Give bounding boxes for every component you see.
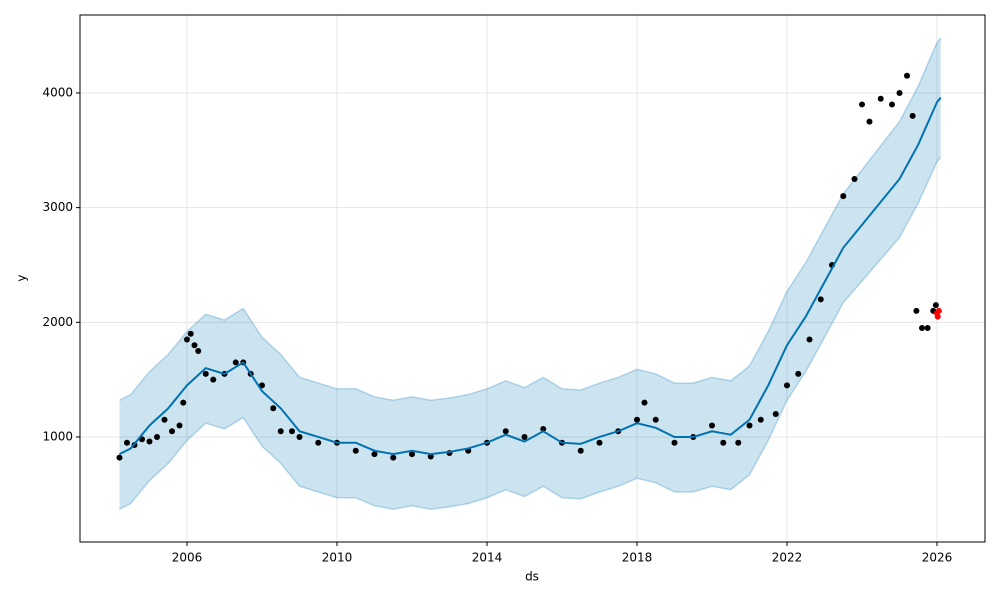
observed-point: [187, 330, 194, 337]
plot-frame: [79, 14, 986, 543]
observed-point: [168, 428, 175, 435]
observed-point: [903, 72, 910, 79]
x-axis-label: ds: [525, 570, 539, 584]
observed-point: [720, 439, 727, 446]
observed-point: [652, 416, 659, 423]
observed-point: [866, 118, 873, 125]
observed-point: [180, 399, 187, 406]
observed-point: [757, 416, 764, 423]
observed-point: [858, 101, 865, 108]
observed-point: [153, 433, 160, 440]
observed-point: [210, 376, 217, 383]
observed-point: [783, 382, 790, 389]
observed-point: [183, 336, 190, 343]
observed-point: [918, 325, 925, 332]
lower-bound: [119, 156, 942, 510]
x-tick-label: 2018: [622, 551, 653, 565]
x-tick-label: 2006: [172, 551, 203, 565]
observed-point: [202, 370, 209, 377]
observed-point: [840, 193, 847, 200]
observed-point: [851, 175, 858, 182]
y-axis-label: y: [15, 274, 29, 281]
observed-point: [296, 433, 303, 440]
observed-point: [641, 399, 648, 406]
observed-point: [232, 359, 239, 366]
x-tick-label: 2022: [772, 551, 803, 565]
observed-point: [932, 302, 939, 309]
y-tick-label: 4000: [42, 85, 73, 99]
observed-point: [888, 101, 895, 108]
observed-point: [913, 307, 920, 314]
holdout-point: [935, 307, 942, 314]
x-tick-label: 2026: [922, 551, 953, 565]
observed-point: [315, 439, 322, 446]
y-tick-label: 3000: [42, 200, 73, 214]
x-tick-label: 2014: [472, 551, 503, 565]
uncertainty-band: [119, 37, 941, 510]
observed-point: [671, 439, 678, 446]
observed-point: [521, 433, 528, 440]
observed-point: [277, 428, 284, 435]
observed-point: [502, 428, 509, 435]
observed-point: [146, 438, 153, 445]
observed-point: [806, 336, 813, 343]
observed-point: [161, 416, 168, 423]
observed-point: [817, 296, 824, 303]
observed-point: [352, 447, 359, 454]
observed-point: [896, 89, 903, 96]
observed-point: [746, 422, 753, 429]
observed-point: [390, 454, 397, 461]
y-tick-label: 1000: [42, 429, 73, 443]
y-tick-label: 2000: [42, 315, 73, 329]
observed-point: [195, 347, 202, 354]
observed-point: [258, 382, 265, 389]
observed-point: [191, 342, 198, 349]
observed-point: [176, 422, 183, 429]
observed-point: [877, 95, 884, 102]
observed-point: [909, 112, 916, 119]
observed-point: [270, 405, 277, 412]
observed-point: [924, 325, 931, 332]
observed-point: [288, 428, 295, 435]
observed-point: [735, 439, 742, 446]
observed-point: [540, 425, 547, 432]
forecast-line: [119, 96, 942, 456]
upper-bound: [119, 37, 942, 402]
observed-point: [795, 370, 802, 377]
observed-point: [633, 416, 640, 423]
observed-point: [123, 439, 130, 446]
observed-point: [708, 422, 715, 429]
observed-point: [772, 411, 779, 418]
observed-point: [596, 439, 603, 446]
observed-point: [577, 447, 584, 454]
observed-point: [408, 451, 415, 458]
observed-point: [116, 454, 123, 461]
observed-point: [371, 451, 378, 458]
x-tick-label: 2010: [322, 551, 353, 565]
holdout-point: [934, 313, 941, 320]
